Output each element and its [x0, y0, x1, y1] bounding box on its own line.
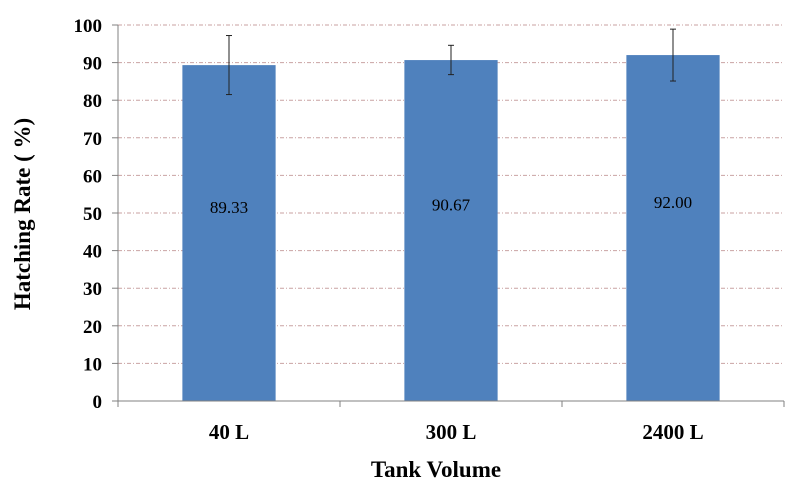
y-tick-label: 30 — [83, 279, 102, 300]
y-tick-label: 100 — [74, 16, 103, 37]
y-tick-label: 10 — [83, 354, 102, 375]
axes — [112, 24, 785, 407]
x-tick-label: 2400 L — [642, 420, 703, 444]
error-bars — [226, 28, 676, 96]
bar — [404, 60, 498, 401]
y-tick-label: 0 — [93, 392, 103, 413]
data-label: 90.67 — [432, 196, 471, 215]
y-tick-label: 90 — [83, 54, 102, 75]
bar — [182, 65, 276, 401]
bars — [182, 55, 720, 402]
data-label: 92.00 — [654, 193, 692, 212]
data-label: 89.33 — [210, 198, 248, 217]
y-axis-title: Hatching Rate ( %) — [10, 118, 35, 310]
labels: 0 10 20 30 40 50 60 70 80 90 100 89.33 40 L 90.67 300 … — [74, 16, 704, 444]
y-tick-label: 20 — [83, 317, 102, 338]
x-axis-title: Tank Volume — [371, 457, 501, 482]
y-tick-label: 40 — [83, 242, 102, 263]
y-tick-label: 60 — [83, 166, 102, 187]
bar — [626, 55, 720, 402]
x-tick-label: 40 L — [209, 420, 249, 444]
y-tick-label: 80 — [83, 91, 102, 112]
y-tick-label: 70 — [83, 129, 102, 150]
x-tick-label: 300 L — [426, 420, 477, 444]
y-tick-label: 50 — [83, 204, 102, 225]
